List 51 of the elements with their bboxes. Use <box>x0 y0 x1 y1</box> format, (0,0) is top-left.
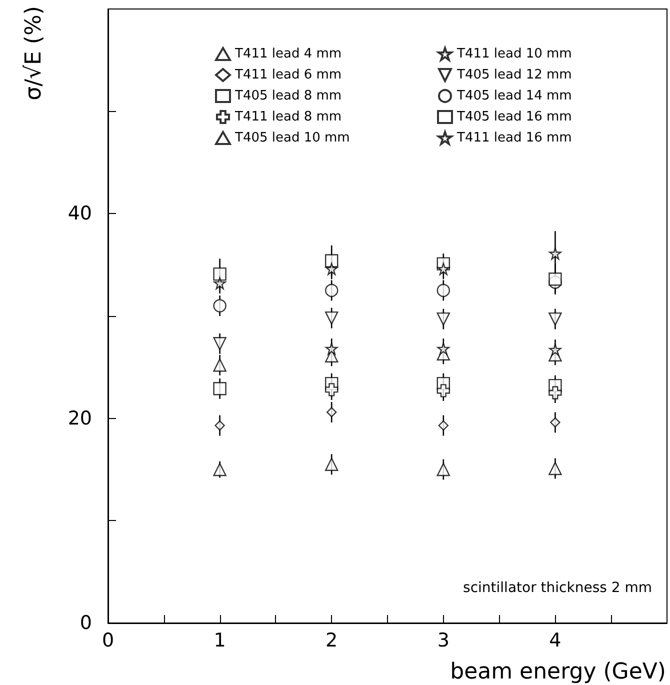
point <box>213 358 226 372</box>
y-tick-label: 0 <box>80 612 92 634</box>
point <box>548 386 562 400</box>
point <box>325 311 338 325</box>
legend-label: T411 lead 4 mm <box>234 46 342 62</box>
point <box>325 383 338 396</box>
point <box>326 407 337 418</box>
legend-label: T405 lead 16 mm <box>456 110 572 124</box>
legend-label: T411 lead 8 mm <box>234 110 342 124</box>
point <box>436 462 450 476</box>
point <box>213 462 226 476</box>
point <box>325 458 338 471</box>
point <box>213 337 226 350</box>
legend-label: T411 lead 6 mm <box>234 68 342 82</box>
point <box>436 284 450 298</box>
point <box>326 342 338 355</box>
point <box>326 262 338 276</box>
point <box>214 277 226 290</box>
point <box>548 312 562 326</box>
y-tick-label: 20 <box>68 407 92 430</box>
point <box>438 420 448 431</box>
legend-label: T405 lead 10 mm <box>234 130 350 146</box>
legend-label: T411 lead 10 mm <box>456 46 572 62</box>
point <box>213 299 226 312</box>
point <box>325 254 338 268</box>
legend-label: T405 lead 14 mm <box>456 88 572 104</box>
legend-label: T405 lead 8 mm <box>234 88 342 104</box>
point <box>548 272 562 286</box>
y-tick-label: 40 <box>68 202 92 225</box>
point <box>548 462 562 476</box>
point <box>214 420 225 431</box>
annotation: scintillator thickness 2 mm <box>463 580 652 596</box>
point <box>436 384 450 398</box>
point <box>550 417 560 428</box>
point <box>437 262 450 276</box>
x-tick-label: 4 <box>549 630 562 652</box>
legend-label: T405 lead 12 mm <box>456 68 572 82</box>
x-axis-title: beam energy (GeV) <box>450 660 666 684</box>
point <box>436 312 450 326</box>
x-tick-label: 1 <box>214 630 226 652</box>
point <box>213 267 226 281</box>
y-axis-title: σ/√E (%) <box>22 6 46 100</box>
point <box>213 382 226 396</box>
legend-label: T411 lead 16 mm <box>456 130 572 146</box>
x-tick-label: 2 <box>326 630 338 652</box>
point <box>325 284 338 298</box>
x-tick-label: 3 <box>437 630 450 652</box>
x-tick-label: 0 <box>102 630 114 652</box>
point <box>549 247 562 260</box>
point <box>437 342 450 355</box>
point <box>549 344 562 356</box>
